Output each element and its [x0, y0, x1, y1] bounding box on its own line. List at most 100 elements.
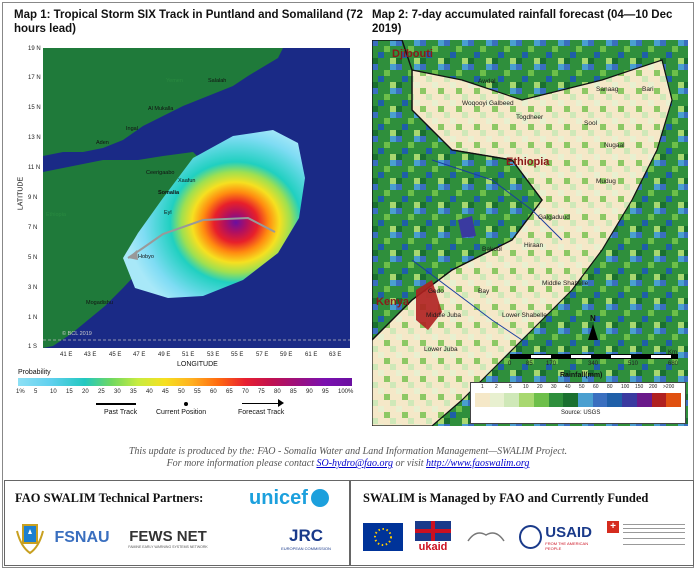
rainfall-label: Rainfall(mm): [560, 372, 603, 379]
probability-swath: [123, 130, 305, 298]
lon-tick: 63 E: [329, 352, 342, 358]
map2-panel: Djibouti Ethiopia Kenya Awdal Woqooyi Ga…: [372, 40, 688, 426]
map2-title: Map 2: 7-day accumulated rainfall foreca…: [372, 9, 673, 35]
lon-tick: 41 E: [60, 352, 73, 358]
region-bari: Bari: [642, 86, 654, 93]
place-mogadishu: Mogadishu: [86, 300, 113, 306]
lat-tick: 13 N: [28, 135, 41, 141]
usaid-logo: USAID FROM THE AMERICAN PEOPLE: [519, 519, 603, 555]
rain-tick: 50: [579, 384, 585, 390]
region-nugaal: Nugaal: [604, 142, 625, 149]
prob-tick: 30: [114, 389, 121, 395]
prob-tick: 45: [162, 389, 169, 395]
prob-tick: 65: [226, 389, 233, 395]
ukaid-logo: ukaid: [411, 517, 455, 557]
scale-tick: 340: [588, 361, 599, 367]
region-middle-shabelle: Middle Shabelle: [542, 280, 589, 287]
place-xaafun: Xaafun: [178, 178, 196, 184]
prob-tick: 5: [34, 389, 38, 395]
funders-title: SWALIM is Managed by FAO and Currently F…: [363, 491, 649, 505]
credit-line-1: This update is produced by the: FAO - So…: [128, 446, 568, 457]
lat-tick: 5 N: [28, 255, 38, 261]
globe-icon: [310, 489, 329, 507]
usaid-sub: FROM THE AMERICAN PEOPLE: [545, 540, 589, 551]
probability-ticks: 1% 5 10 15 20 25 30 35 40 45 50 55 60 65…: [16, 389, 362, 399]
scale-tick: 510: [628, 361, 639, 367]
contact-email-link[interactable]: SO-hydro@fao.org: [316, 458, 393, 469]
somalia-emblem-icon: [15, 521, 45, 555]
scale-bar: [510, 354, 678, 359]
forecast-track-label: Forecast Track: [238, 409, 285, 416]
usaid-seal-icon: [519, 525, 543, 549]
scale-ticks: 0 85 170 340 510 680: [508, 361, 684, 371]
prob-tick: 90: [306, 389, 313, 395]
funders-panel: SWALIM is Managed by FAO and Currently F…: [350, 480, 694, 566]
lon-tick: 47 E: [133, 352, 146, 358]
region-galgaduud: Galgaduud: [538, 214, 570, 221]
rain-tick: 80: [607, 384, 613, 390]
prob-tick: 85: [290, 389, 297, 395]
credit-line-2: For more information please contact SO-h…: [0, 458, 696, 469]
lat-tick: 15 N: [28, 105, 41, 111]
scale-tick: 170: [546, 361, 557, 367]
north-arrow-icon: [588, 324, 598, 340]
unicef-text: unicef: [249, 486, 308, 509]
rain-tick: 60: [593, 384, 599, 390]
region-sanaag: Sanaag: [596, 86, 619, 93]
place-aden: Aden: [96, 140, 109, 146]
prob-tick: 40: [146, 389, 153, 395]
scale-tick: 0: [508, 361, 512, 367]
country-kenya: Kenya: [376, 296, 410, 308]
probability-label: Probability: [18, 369, 51, 376]
region-togdheer: Togdheer: [516, 114, 544, 121]
forecast-track-line: [242, 403, 282, 404]
rain-tick: 10: [523, 384, 529, 390]
region-bakool: Bakool: [482, 246, 502, 253]
place-eyl: Eyl: [164, 210, 172, 216]
website-link[interactable]: http://www.faoswalim.org: [426, 458, 530, 469]
fsnau-text: FSNAU: [54, 529, 110, 546]
lat-tick: 1 N: [28, 315, 38, 321]
rain-tick: >200: [663, 384, 675, 390]
map-copyright: © BCL 2019: [62, 331, 92, 337]
map1-panel: LATITUDE 19 N 17 N 15 N 13 N 11 N 9 N 7 …: [12, 40, 368, 426]
rainfall-map: [372, 40, 688, 426]
partners-title: FAO SWALIM Technical Partners:: [15, 491, 204, 505]
rain-tick: 1: [481, 384, 484, 390]
region-sool: Sool: [584, 120, 598, 127]
fsnau-logo: FSNAU: [49, 525, 115, 551]
prob-tick: 35: [130, 389, 137, 395]
rain-ticks: 1 2 5 10 20 30 40 50 60 80 100 150 200 >…: [475, 384, 683, 392]
prob-tick: 20: [82, 389, 89, 395]
scale-tick: 680: [668, 361, 679, 367]
storm-map: [43, 48, 350, 348]
prob-tick: 100%: [338, 389, 354, 395]
prob-tick: 25: [98, 389, 105, 395]
scale-tick: 85: [526, 361, 533, 367]
swiss-text-lines: [623, 521, 685, 551]
country-djibouti: Djibouti: [392, 48, 433, 60]
eu-flag-icon: [363, 523, 403, 551]
lon-tick: 43 E: [84, 352, 97, 358]
forecast-track: [127, 216, 276, 259]
prob-tick: 1%: [16, 389, 25, 395]
prob-tick: 50: [178, 389, 185, 395]
longitude-axis-label: LONGITUDE: [177, 361, 218, 368]
lat-tick: 3 N: [28, 285, 38, 291]
lat-tick: 19 N: [28, 46, 41, 52]
latitude-axis-label: LATITUDE: [17, 176, 25, 211]
rain-tick: 200: [649, 384, 658, 390]
yemen-land: [43, 48, 283, 156]
lon-tick: 49 E: [158, 352, 171, 358]
region-woqooyi-galbeed: Woqooyi Galbeed: [462, 100, 514, 107]
credit-prefix: For more information please contact: [166, 458, 317, 469]
lon-tick: 57 E: [256, 352, 269, 358]
place-hobyo: Hobyo: [138, 254, 154, 260]
usaid-text: USAID: [545, 523, 592, 541]
prob-tick: 80: [274, 389, 281, 395]
current-position-label: Current Position: [156, 409, 207, 416]
prob-tick: 10: [50, 389, 57, 395]
forecast-arrow-icon: [278, 399, 284, 407]
rain-tick: 2: [495, 384, 498, 390]
